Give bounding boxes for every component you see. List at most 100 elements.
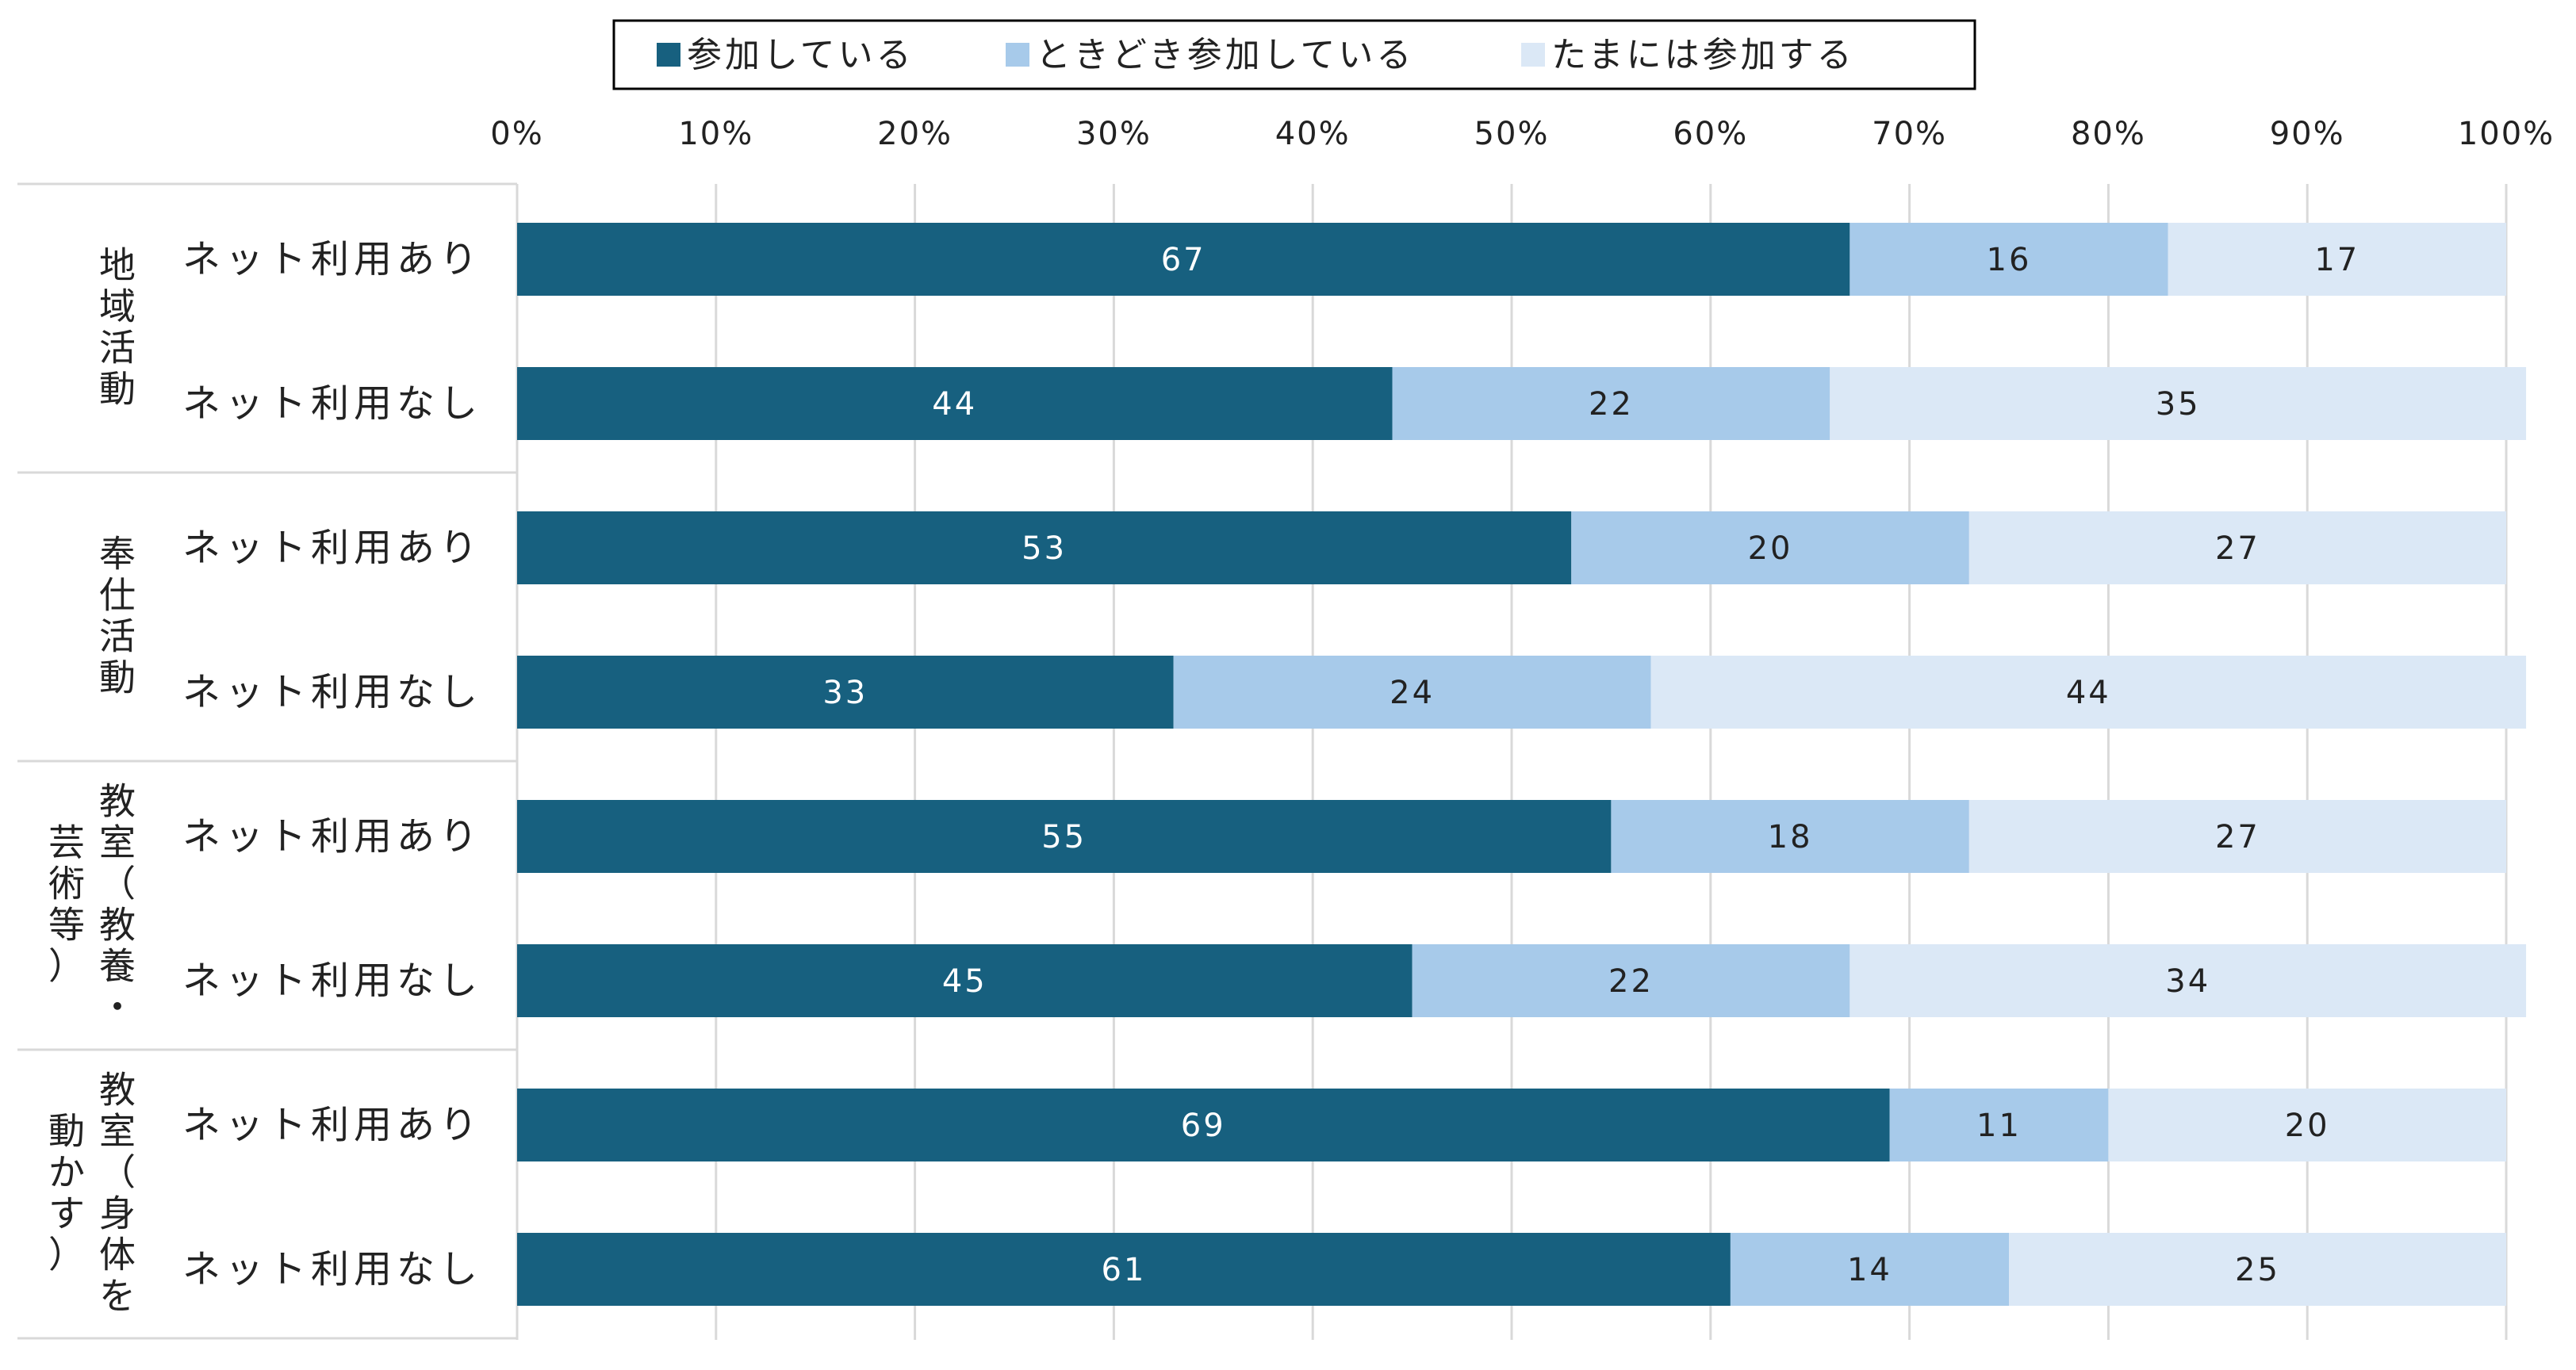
group-label-char: 動 bbox=[99, 368, 136, 411]
x-tick-label: 20% bbox=[877, 116, 953, 152]
group-label-char: か bbox=[48, 1151, 85, 1194]
group-label-char: ） bbox=[48, 1234, 85, 1276]
data-label: 20 bbox=[1748, 530, 1793, 567]
group-label-char: 教 bbox=[99, 1069, 136, 1112]
x-tick-label: 70% bbox=[1872, 116, 1947, 152]
data-label: 34 bbox=[2165, 963, 2210, 1000]
bar-segment bbox=[1730, 1233, 2009, 1306]
bar-segment bbox=[2009, 1233, 2506, 1306]
data-label: 69 bbox=[1181, 1108, 1226, 1144]
x-tick-label: 90% bbox=[2270, 116, 2345, 152]
bar-segment bbox=[2108, 1089, 2506, 1161]
x-tick-label: 30% bbox=[1076, 116, 1152, 152]
bar-segment bbox=[517, 944, 1413, 1017]
data-label: 22 bbox=[1608, 963, 1654, 1000]
group-label-char: を bbox=[99, 1275, 136, 1318]
group-label-char: 仕 bbox=[99, 574, 136, 617]
legend-label: ときどき参加している bbox=[1036, 35, 1414, 75]
group-label-char: 活 bbox=[99, 327, 136, 369]
group-label-char: 養 bbox=[99, 945, 136, 988]
group-label-char: 室 bbox=[99, 821, 136, 864]
group-label-char: 術 bbox=[48, 863, 85, 905]
bar-segment bbox=[517, 800, 1612, 873]
bar-segment bbox=[517, 367, 1393, 440]
data-label: 18 bbox=[1768, 819, 1813, 855]
legend-swatch bbox=[657, 43, 680, 67]
row-label: ネット利用あり bbox=[182, 526, 482, 570]
bar-segment bbox=[1968, 511, 2506, 584]
data-label: 33 bbox=[822, 675, 868, 711]
x-tick-label: 10% bbox=[678, 116, 753, 152]
legend-label: 参加している bbox=[687, 35, 914, 75]
row-label: ネット利用なし bbox=[182, 1247, 482, 1292]
data-label: 55 bbox=[1041, 819, 1087, 855]
group-label-char: 教 bbox=[99, 904, 136, 947]
data-label: 20 bbox=[2285, 1108, 2330, 1144]
data-label: 11 bbox=[1976, 1108, 2022, 1144]
group-label-char: 教 bbox=[99, 780, 136, 823]
data-label: 53 bbox=[1022, 530, 1067, 567]
bar-segment bbox=[517, 511, 1572, 584]
bar-segment bbox=[1850, 223, 2168, 296]
legend-swatch bbox=[1521, 43, 1545, 67]
data-label: 35 bbox=[2156, 386, 2201, 423]
bar-segment bbox=[2168, 223, 2506, 296]
group-label-char: 奉 bbox=[99, 533, 136, 576]
group-label-char: （ bbox=[99, 863, 136, 905]
data-label: 17 bbox=[2314, 242, 2359, 278]
bar-segment bbox=[1650, 656, 2527, 729]
row-label: ネット利用なし bbox=[182, 381, 482, 426]
gridlines bbox=[17, 182, 2508, 1340]
group-label-char: 身 bbox=[99, 1192, 136, 1235]
data-label: 67 bbox=[1161, 242, 1206, 278]
group-label-char: 活 bbox=[99, 615, 136, 658]
legend: 参加している ときどき参加している たまには参加する bbox=[612, 19, 1976, 90]
data-label: 44 bbox=[2066, 675, 2111, 711]
legend-label: たまには参加する bbox=[1551, 35, 1855, 75]
row-label: ネット利用なし bbox=[182, 670, 482, 714]
data-label: 22 bbox=[1589, 386, 1634, 423]
data-label: 24 bbox=[1390, 675, 1435, 711]
bar-segment bbox=[1571, 511, 1969, 584]
bar-segment bbox=[1850, 944, 2527, 1017]
x-tick-label: 0% bbox=[490, 116, 543, 152]
data-label: 27 bbox=[2215, 819, 2260, 855]
x-tick-label: 100% bbox=[2458, 116, 2555, 152]
group-label-char: ） bbox=[48, 945, 85, 988]
row-label: ネット利用あり bbox=[182, 237, 482, 281]
x-tick-label: 50% bbox=[1474, 116, 1550, 152]
x-tick-label: 60% bbox=[1673, 116, 1748, 152]
bar-segment bbox=[517, 1233, 1731, 1306]
bar-segment bbox=[517, 656, 1174, 729]
bar-segment bbox=[1889, 1089, 2109, 1161]
group-label-char: 等 bbox=[48, 904, 85, 947]
data-label: 25 bbox=[2235, 1252, 2280, 1288]
bar-segment bbox=[1392, 367, 1830, 440]
data-label: 61 bbox=[1101, 1252, 1146, 1288]
bars bbox=[517, 223, 2527, 1306]
bar-segment bbox=[1611, 800, 1969, 873]
row-label: ネット利用あり bbox=[182, 814, 482, 859]
row-label: ネット利用なし bbox=[182, 959, 482, 1003]
bar-segment bbox=[1173, 656, 1651, 729]
group-label-char: ・ bbox=[99, 986, 136, 1029]
legend-box bbox=[612, 19, 1976, 90]
group-label-char: 地 bbox=[99, 244, 136, 287]
data-label: 45 bbox=[942, 963, 987, 1000]
data-label: 44 bbox=[932, 386, 977, 423]
bar-segment bbox=[517, 223, 1850, 296]
bar-segment bbox=[1412, 944, 1850, 1017]
bar-segment bbox=[517, 1089, 1890, 1161]
group-label-char: 室 bbox=[99, 1110, 136, 1153]
bar-segment bbox=[1968, 800, 2506, 873]
data-label: 14 bbox=[1847, 1252, 1892, 1288]
x-tick-label: 80% bbox=[2071, 116, 2146, 152]
row-label: ネット利用あり bbox=[182, 1103, 482, 1147]
group-label-char: 動 bbox=[99, 656, 136, 699]
group-label-char: （ bbox=[99, 1151, 136, 1194]
x-tick-label: 40% bbox=[1275, 116, 1351, 152]
group-label-char: す bbox=[48, 1192, 85, 1235]
labels: 0% 10% 20% 30% 40% 50% 60% 70% 80% 90% 100%地域活動ネット… bbox=[48, 116, 2555, 1318]
group-label-char: 域 bbox=[99, 285, 136, 328]
